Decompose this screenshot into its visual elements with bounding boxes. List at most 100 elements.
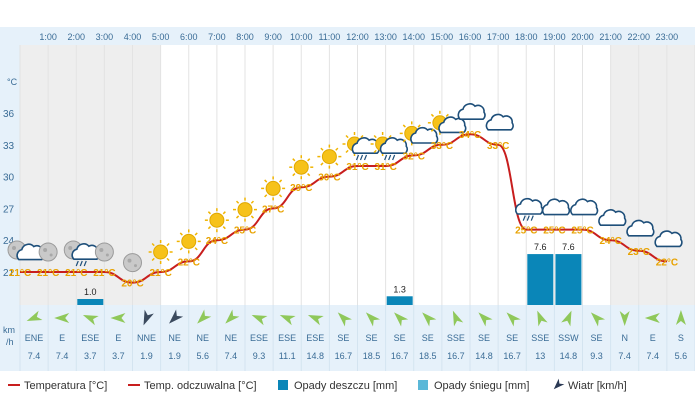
wind-arrow-icon [537,310,548,327]
y-unit-label: °C [7,77,18,87]
temp-label: 24°C [206,236,228,247]
sun-cloud-icon [399,121,439,146]
sun-cloud-rain-icon [370,132,409,161]
hour-label: 12:00 [346,32,369,42]
rain-drop [388,154,392,161]
wind-speed: 5.6 [675,351,688,361]
rain-bar [386,296,413,305]
y-tick-label: 30 [3,173,15,184]
cloud-icon [570,198,599,216]
temp-label: 25°C [543,226,565,237]
rain-bar [555,254,582,305]
sun-ray [388,134,392,139]
hour-label: 10:00 [290,32,313,42]
temp-label: 24°C [599,236,621,247]
wind-arrow-shape [590,312,606,327]
wind-speed: 3.7 [112,351,125,361]
wind-direction: E [650,333,656,343]
wind-arrow-shape [537,310,548,327]
wind-arrow-icon [561,310,572,327]
rain-drop [363,154,368,161]
wind-row-bg [0,305,695,371]
wind-arrow-shape [675,310,686,325]
wind-arrow-icon [394,312,409,327]
cloud-icon [626,219,655,237]
wind-direction: ESE [250,333,268,343]
cloud-shape [570,198,599,216]
temp-label: 22°C [178,257,200,268]
sun-ray [222,226,226,230]
wind-speed: 18.5 [419,351,437,361]
rain-label: 7.6 [534,242,547,252]
wind-direction: SE [478,333,490,343]
hour-label: 7:00 [208,32,226,42]
hour-label: 9:00 [264,32,282,42]
wind-speed: 16.7 [503,351,521,361]
wind-speed: 7.4 [28,351,41,361]
wind-speed: 7.4 [647,351,660,361]
wind-arrow-shape [394,312,409,327]
header-bg [0,0,695,27]
wind-arrow-icon [307,314,324,326]
wind-speed: 9.3 [253,351,266,361]
moon-disc [38,242,58,262]
moon-crater [43,248,48,252]
wind-arrow-shape [110,313,126,323]
cloud-shape [438,116,467,134]
wind-direction: SE [422,333,434,343]
wind-arrow-icon [365,312,381,327]
sun-ray [264,179,268,183]
wind-direction: NE [225,333,238,343]
rain-drop [392,154,396,161]
sun-disc [265,180,281,196]
y-tick-label: 33 [3,141,15,152]
hour-row-bg [20,27,695,45]
wind-speed: 14.8 [475,351,493,361]
moon-crater [49,253,53,257]
temp-label: 25°C [234,226,256,237]
sun-ray [402,139,406,143]
moon-disc [123,253,142,273]
temp-label: 32°C [403,151,425,162]
sun-disc [153,244,169,260]
wind-arrow-icon [590,312,606,327]
sun-ray [235,200,240,204]
sun-ray [417,124,421,128]
temp-label: 25°C [571,226,593,237]
rain-drop [359,154,364,161]
wind-arrow-shape [279,314,296,326]
sun-icon [317,144,342,169]
wind-speed: 16.7 [391,351,409,361]
sun-icon [289,155,314,180]
wind-arrow-shape [82,314,99,326]
legend-box-swatch [418,380,428,390]
legend-label: Temp. odczuwalna [°C] [144,380,257,392]
hour-label: 6:00 [180,32,198,42]
wind-direction: ESE [81,333,99,343]
sun-ray [307,158,311,162]
wind-arrow-shape [452,310,464,327]
sun-ray [307,173,311,177]
cloud-icon [654,230,683,248]
temp-label: 21°C [37,268,59,279]
wind-arrow-icon [82,314,99,326]
hour-label: 2:00 [67,32,85,42]
wind-speed: 16.7 [335,351,353,361]
wind-direction: ENE [25,333,44,343]
wind-arrow-shape [365,312,381,327]
cloud-shape [379,137,409,154]
temp-label: 21°C [149,268,171,279]
wind-direction: SSW [558,333,579,343]
temp-label: 21°C [65,268,87,279]
y-axis-bg [0,27,20,305]
wind-direction: NNE [137,333,156,343]
hour-label: 4:00 [124,32,142,42]
moon-icon [123,253,142,273]
wind-direction: SE [591,333,603,343]
rain-drop [75,260,79,267]
y-tick-label: 27 [3,204,15,215]
sun-ray [194,232,198,236]
wind-speed: 1.9 [140,351,153,361]
sun-ray [235,215,240,219]
